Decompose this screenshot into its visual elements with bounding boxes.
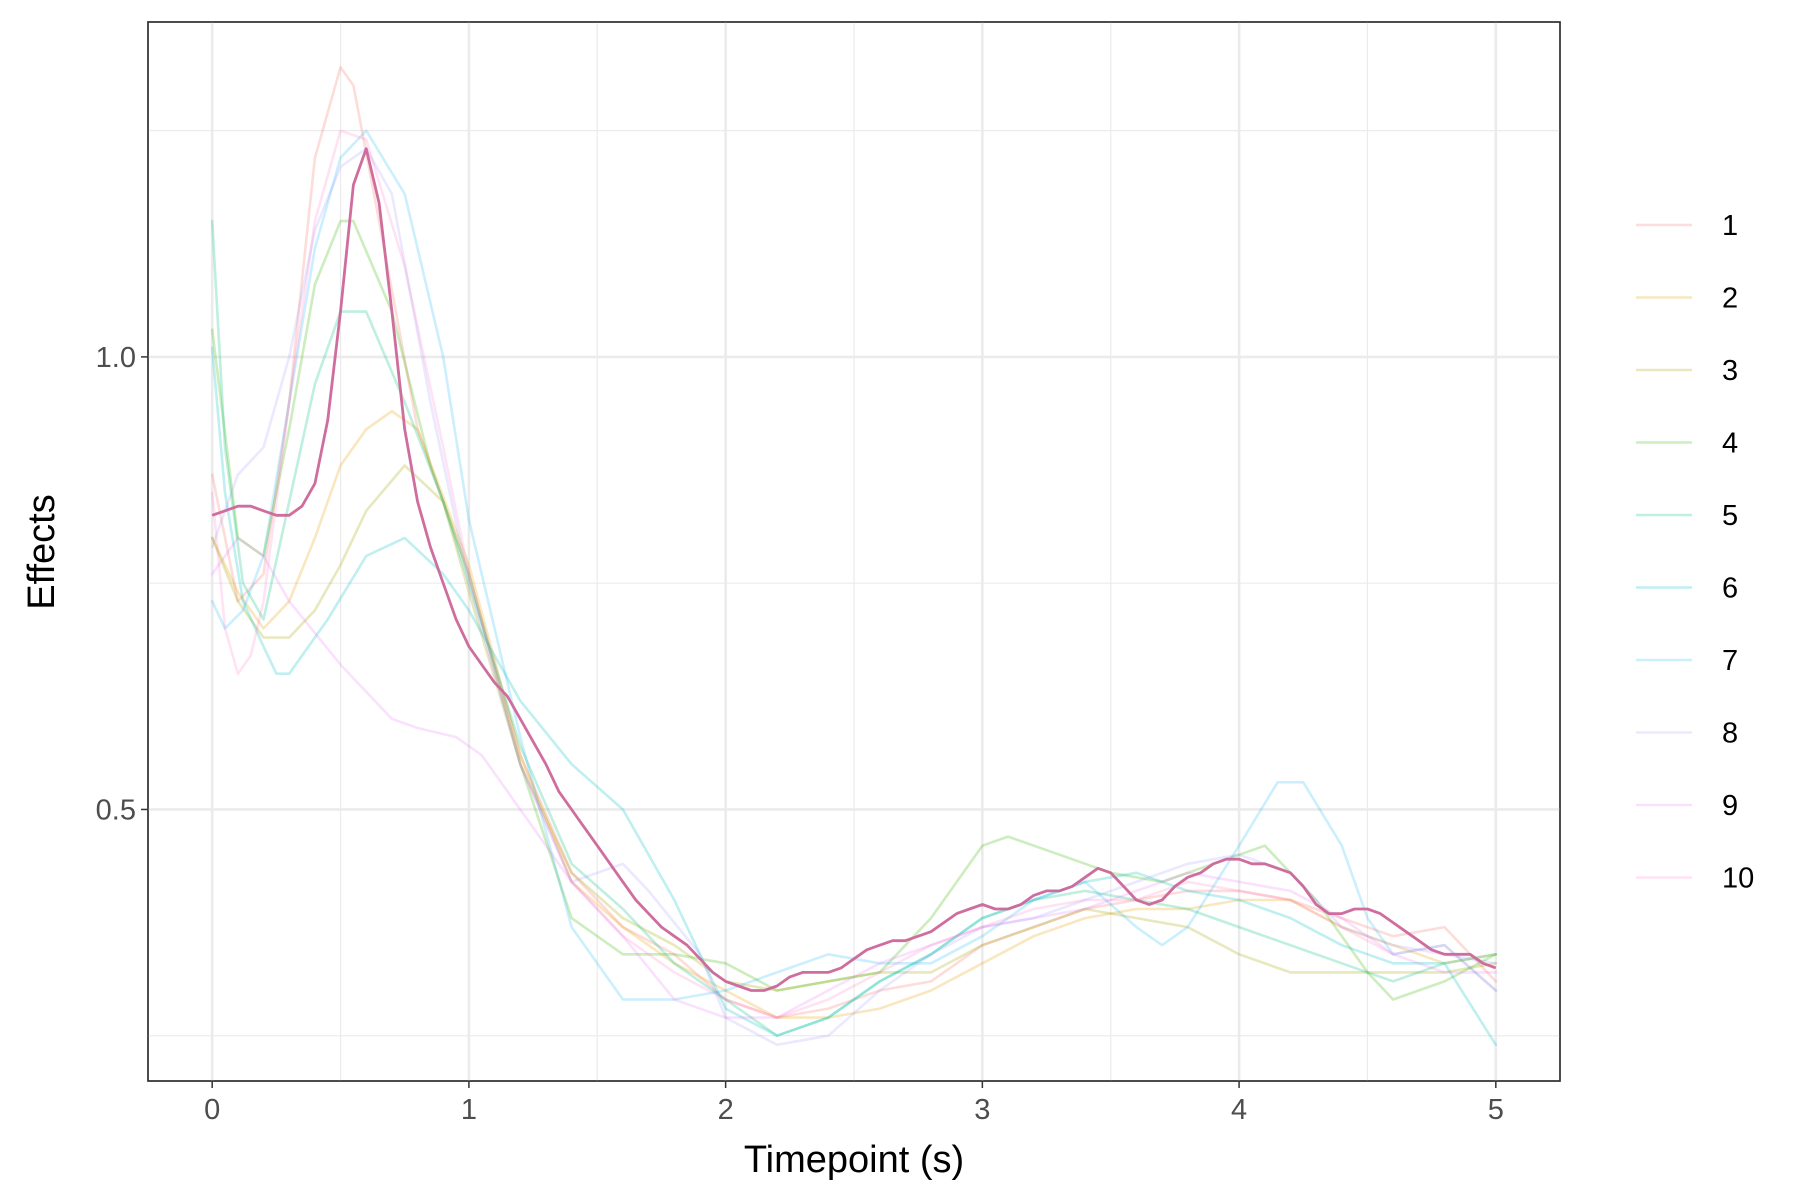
x-axis: 0 1 2 3 4 5 bbox=[204, 1081, 1504, 1126]
plot-panel-border bbox=[147, 21, 1561, 1082]
legend-label-7: 7 bbox=[1722, 645, 1738, 677]
legend-label-9: 9 bbox=[1722, 790, 1738, 822]
x-tick-label: 2 bbox=[718, 1094, 734, 1126]
major-grid bbox=[148, 22, 1560, 1081]
legend-label-8: 8 bbox=[1722, 718, 1738, 750]
y-tick-label: 0.5 bbox=[96, 794, 136, 826]
series-line-7 bbox=[210, 129, 1498, 1001]
series-line-4 bbox=[210, 219, 1498, 1001]
x-tick-label: 5 bbox=[1488, 1094, 1504, 1126]
legend-label-1: 1 bbox=[1722, 210, 1738, 242]
legend-label-5: 5 bbox=[1722, 500, 1738, 532]
legend-label-10: 10 bbox=[1722, 863, 1754, 895]
y-axis-title: Effects bbox=[21, 494, 63, 609]
series-line-5 bbox=[210, 219, 1498, 1037]
series-line-2 bbox=[210, 409, 1498, 1019]
series-line-9 bbox=[210, 536, 1498, 1019]
legend-label-2: 2 bbox=[1722, 283, 1738, 315]
legend-label-4: 4 bbox=[1722, 428, 1738, 460]
series-line-1 bbox=[210, 66, 1498, 1019]
minor-grid bbox=[148, 22, 1560, 1081]
y-axis: 0.5 1.0 bbox=[96, 342, 148, 826]
series-layer bbox=[210, 66, 1498, 1047]
mean-line-layer bbox=[211, 147, 1497, 992]
x-axis-title: Timepoint (s) bbox=[744, 1139, 964, 1181]
x-tick-label: 0 bbox=[204, 1094, 220, 1126]
series-line-8 bbox=[210, 147, 1498, 1047]
legend-label-6: 6 bbox=[1722, 573, 1738, 605]
mean-line bbox=[211, 147, 1497, 992]
legend-label-3: 3 bbox=[1722, 355, 1738, 387]
x-tick-label: 4 bbox=[1231, 1094, 1247, 1126]
series-line-3 bbox=[210, 464, 1498, 992]
x-tick-label: 3 bbox=[974, 1094, 990, 1126]
y-tick-label: 1.0 bbox=[96, 342, 136, 374]
legend: 1 2 3 4 5 6 7 8 9 10 bbox=[1636, 210, 1754, 895]
series-line-10 bbox=[210, 129, 1498, 1019]
series-line-6 bbox=[210, 346, 1498, 1047]
x-tick-label: 1 bbox=[461, 1094, 477, 1126]
